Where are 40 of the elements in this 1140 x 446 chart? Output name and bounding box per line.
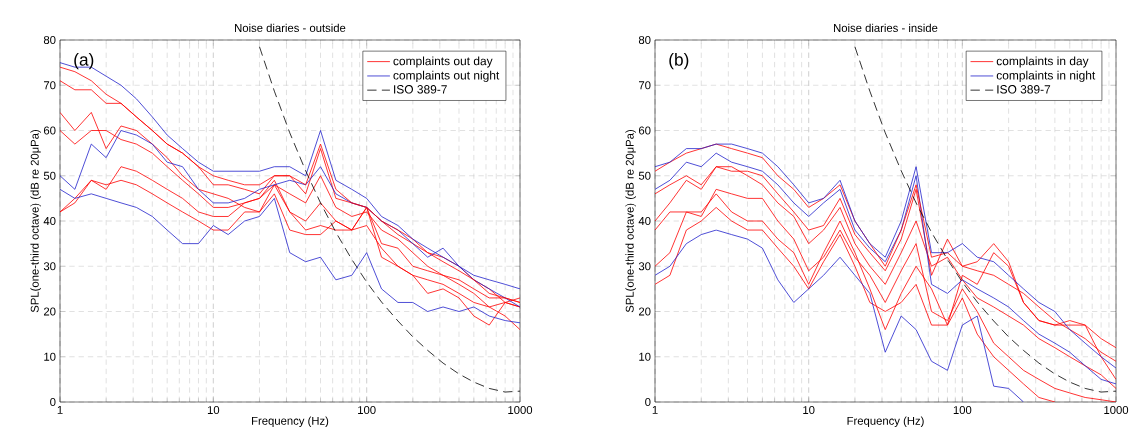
legend-label: ISO 389-7: [997, 85, 1051, 94]
y-tick-label: 20: [43, 307, 56, 316]
x-axis-title: Frequency (Hz): [847, 416, 924, 428]
legend-label: ISO 389-7: [394, 85, 447, 94]
y-tick-label: 0: [50, 398, 56, 406]
y-tick-label: 40: [638, 217, 651, 225]
chart-title: Noise diaries - outside: [235, 23, 346, 32]
x-tick-label: 10: [207, 406, 220, 415]
y-tick-label: 0: [645, 398, 651, 406]
y-tick-label: 80: [638, 36, 651, 44]
y-tick-label: 30: [638, 262, 651, 271]
y-tick-label: 20: [638, 307, 651, 316]
y-tick-label: 70: [44, 81, 56, 90]
y-tick-label: 50: [43, 171, 56, 180]
legend-label: complaints out day: [393, 56, 493, 68]
y-tick-label: 80: [43, 36, 56, 44]
x-tick-label: 100: [953, 406, 972, 415]
y-tick-label: 60: [639, 126, 651, 135]
y-axis-title: SPL(one-third octave) (dB re 20μPa): [30, 129, 41, 313]
y-tick-label: 30: [43, 262, 56, 271]
y-tick-label: 50: [638, 171, 651, 180]
x-tick-label: 1: [57, 406, 63, 414]
x-tick-label: 10: [803, 406, 815, 415]
y-tick-label: 10: [639, 352, 651, 361]
legend-label: complaints in night: [996, 70, 1096, 82]
y-tick-label: 60: [44, 126, 56, 135]
x-tick-label: 1: [652, 406, 658, 414]
annotation: (a): [74, 53, 94, 70]
y-tick-label: 70: [639, 81, 651, 90]
legend-label: complaints in day: [996, 56, 1089, 68]
chart-title: Noise diaries - inside: [834, 23, 938, 32]
x-tick-label: 100: [358, 406, 376, 415]
x-axis-title: Frequency (Hz): [252, 416, 329, 428]
y-tick-label: 10: [44, 352, 56, 361]
annotation: (b): [669, 53, 689, 70]
y-axis-title: SPL(one-third octave) (dB re 20μPa): [625, 129, 636, 313]
legend-label: complaints out night: [393, 70, 500, 82]
x-tick-label: 1000: [1104, 406, 1129, 415]
x-tick-label: 1000: [508, 406, 533, 415]
y-tick-label: 40: [43, 217, 56, 225]
